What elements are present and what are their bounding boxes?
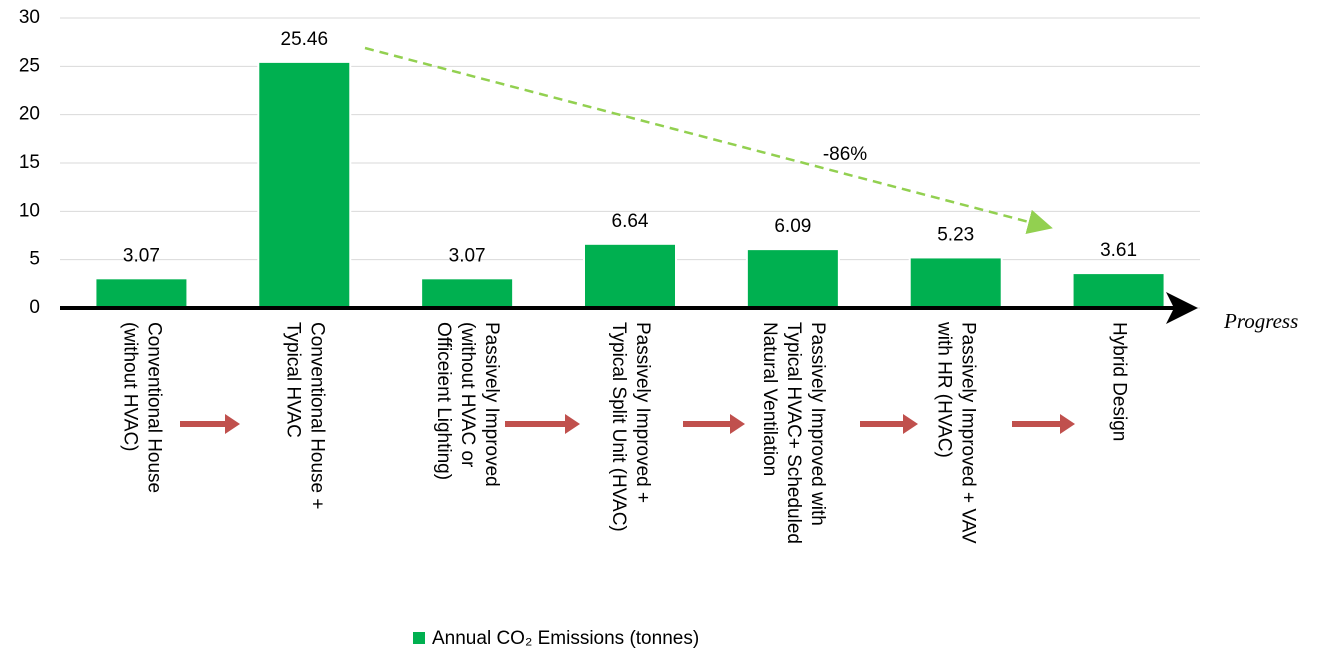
x-tick-label: Passively Improved(without HVAC orOffice… bbox=[433, 322, 502, 487]
x-tick-label: Conventional House +Typical HVAC bbox=[282, 322, 327, 510]
x-tick-label: Passively Improved +Typical Split Unit (… bbox=[608, 322, 653, 532]
progress-arrows bbox=[180, 414, 1075, 434]
y-tick-label: 30 bbox=[19, 7, 40, 28]
data-label: 5.23 bbox=[937, 224, 974, 245]
x-tick-label: Passively Improved + VAVwith HR (HVAC) bbox=[934, 321, 979, 544]
data-label: 6.64 bbox=[612, 211, 649, 232]
x-axis-label: Progress bbox=[1223, 309, 1298, 333]
y-tick-label: 20 bbox=[19, 104, 40, 125]
y-tick-label: 15 bbox=[19, 152, 40, 173]
x-tick-label: Passively Improved withTypical HVAC+ Sch… bbox=[759, 322, 828, 544]
bar bbox=[257, 60, 352, 309]
y-tick-label: 25 bbox=[19, 55, 40, 76]
bar bbox=[583, 242, 677, 310]
legend-label: Annual CO₂ Emissions (tonnes) bbox=[432, 628, 699, 649]
data-label: 25.46 bbox=[281, 29, 329, 50]
trend-arrow bbox=[364, 46, 1053, 235]
bar bbox=[1071, 272, 1166, 309]
bar bbox=[745, 248, 840, 310]
x-tick-label: Conventional House(without HVAC) bbox=[119, 322, 164, 493]
y-tick-label: 10 bbox=[19, 200, 40, 221]
bar bbox=[420, 277, 515, 309]
legend-swatch bbox=[413, 632, 425, 644]
bar bbox=[908, 256, 1003, 309]
y-tick-label: 0 bbox=[29, 297, 40, 318]
data-label: 6.09 bbox=[774, 216, 811, 237]
bar bbox=[94, 277, 189, 309]
data-label: 3.07 bbox=[449, 245, 486, 266]
annotation: -86% bbox=[823, 144, 867, 165]
data-label: 3.61 bbox=[1100, 240, 1137, 261]
x-tick-label: Hybrid Design bbox=[1109, 322, 1130, 441]
data-label: 3.07 bbox=[123, 245, 160, 266]
y-tick-label: 5 bbox=[29, 249, 40, 270]
